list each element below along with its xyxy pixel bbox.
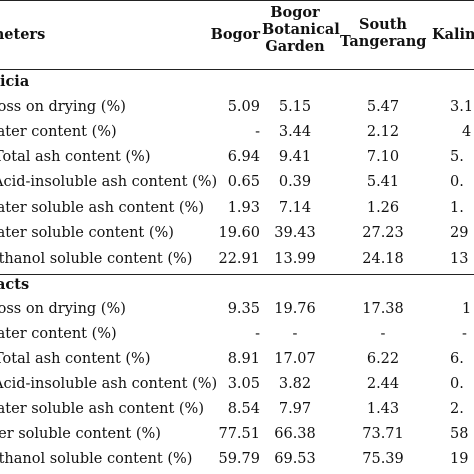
section-title-simplicia: Simplicia: [0, 73, 30, 90]
cell-bogor: 5.09: [227, 99, 260, 115]
table-row: Acid-insoluble ash content (%) 3.05 3.82…: [0, 376, 474, 400]
cell-bogor-botanical-garden: 9.41: [278, 149, 312, 165]
cell-south-tangerang: 5.41: [366, 174, 400, 190]
cell-south-tangerang: 5.47: [366, 99, 400, 115]
cell-bogor: 0.65: [227, 174, 260, 190]
cell-kalimantan: 29: [450, 225, 469, 241]
cell-bogor-botanical-garden: 5.15: [278, 99, 312, 115]
cell-kalimantan: 13: [450, 251, 469, 267]
cell-bogor: 3.05: [227, 376, 260, 392]
row-label: Ethanol soluble content (%): [0, 451, 193, 467]
section-divider-rule: [0, 274, 474, 275]
row-label: Acid-insoluble ash content (%): [0, 174, 218, 190]
table-row: Loss on drying (%) 9.35 19.76 17.38 1: [0, 301, 474, 325]
section-title-extracts: Extracts: [0, 276, 30, 293]
cell-bogor-botanical-garden: 3.44: [278, 124, 312, 140]
row-label: Loss on drying (%): [0, 99, 126, 115]
cell-kalimantan: -: [462, 326, 467, 342]
header-south-tangerang: South Tangerang: [340, 16, 427, 50]
row-label: Water soluble ash content (%): [0, 401, 204, 417]
header-bottom-rule: [0, 69, 474, 70]
cell-kalimantan: 1: [462, 301, 472, 317]
cell-kalimantan: 19: [450, 451, 469, 467]
table-row: Water soluble ash content (%) 1.93 7.14 …: [0, 200, 474, 224]
cell-kalimantan: 6.: [450, 351, 464, 367]
cell-bogor: 77.51: [218, 426, 260, 442]
cell-south-tangerang: 2.12: [366, 124, 400, 140]
row-label: Ethanol soluble content (%): [0, 251, 193, 267]
cell-kalimantan: 1.: [450, 200, 464, 216]
table-row: Water soluble content (%) 77.51 66.38 73…: [0, 426, 474, 450]
cell-south-tangerang: 75.39: [362, 451, 404, 467]
cell-south-tangerang: 2.44: [366, 376, 400, 392]
cell-bogor-botanical-garden: 69.53: [274, 451, 316, 467]
cell-south-tangerang: 1.43: [366, 401, 400, 417]
header-parameters: Parameters: [0, 26, 46, 43]
cell-south-tangerang: 1.26: [366, 200, 400, 216]
table-row: Water content (%) - - - -: [0, 326, 474, 350]
table-row: Water soluble ash content (%) 8.54 7.97 …: [0, 401, 474, 425]
table-row: Water soluble content (%) 19.60 39.43 27…: [0, 225, 474, 249]
row-label: Water soluble content (%): [0, 426, 161, 442]
cell-south-tangerang: 17.38: [362, 301, 404, 317]
cell-bogor-botanical-garden: 7.97: [278, 401, 312, 417]
row-label: Water content (%): [0, 326, 117, 342]
cell-south-tangerang: 24.18: [362, 251, 404, 267]
cell-bogor-botanical-garden: 39.43: [274, 225, 316, 241]
row-label: Water content (%): [0, 124, 117, 140]
cell-bogor: 8.91: [227, 351, 260, 367]
cell-bogor: 8.54: [227, 401, 260, 417]
table-row: Water content (%) - 3.44 2.12 4: [0, 124, 474, 148]
cell-kalimantan: 0.: [450, 174, 464, 190]
table-top-rule: [0, 0, 474, 1]
row-label: Loss on drying (%): [0, 301, 126, 317]
cell-bogor-botanical-garden: 17.07: [274, 351, 316, 367]
cell-bogor: 6.94: [227, 149, 260, 165]
cell-kalimantan: 0.: [450, 376, 464, 392]
cell-kalimantan: 58: [450, 426, 469, 442]
row-label: Total ash content (%): [0, 149, 151, 165]
cell-bogor: -: [255, 124, 260, 140]
cell-bogor: 19.60: [218, 225, 260, 241]
table-row: Total ash content (%) 8.91 17.07 6.22 6.: [0, 351, 474, 375]
cell-kalimantan: 5.: [450, 149, 464, 165]
row-label: Water soluble content (%): [0, 225, 174, 241]
cell-kalimantan: 4: [462, 124, 472, 140]
cell-bogor-botanical-garden: 0.39: [278, 174, 312, 190]
table-row: Total ash content (%) 6.94 9.41 7.10 5.: [0, 149, 474, 173]
cell-kalimantan: 2.: [450, 401, 464, 417]
cell-bogor: -: [255, 326, 260, 342]
cell-south-tangerang: 27.23: [362, 225, 404, 241]
cell-south-tangerang: 6.22: [366, 351, 400, 367]
cell-south-tangerang: 73.71: [362, 426, 404, 442]
cell-bogor-botanical-garden: 3.82: [278, 376, 312, 392]
header-bogor-botanical-garden: Bogor Botanical Garden: [262, 4, 340, 55]
cell-bogor: 9.35: [227, 301, 260, 317]
cell-kalimantan: 3.1: [450, 99, 474, 115]
cell-bogor-botanical-garden: -: [292, 326, 298, 342]
cell-bogor-botanical-garden: 19.76: [274, 301, 316, 317]
cell-bogor: 22.91: [218, 251, 260, 267]
cell-bogor: 59.79: [218, 451, 260, 467]
cell-south-tangerang: -: [380, 326, 386, 342]
table-row: Acid-insoluble ash content (%) 0.65 0.39…: [0, 174, 474, 198]
cell-bogor-botanical-garden: 66.38: [274, 426, 316, 442]
cell-south-tangerang: 7.10: [366, 149, 400, 165]
cell-bogor-botanical-garden: 7.14: [278, 200, 312, 216]
row-label: Water soluble ash content (%): [0, 200, 204, 216]
cell-bogor: 1.93: [227, 200, 260, 216]
header-kalimantan: Kalimantan: [432, 26, 474, 43]
table-row: Ethanol soluble content (%) 22.91 13.99 …: [0, 251, 474, 275]
table-row: Ethanol soluble content (%) 59.79 69.53 …: [0, 451, 474, 474]
row-label: Total ash content (%): [0, 351, 151, 367]
table-row: Loss on drying (%) 5.09 5.15 5.47 3.1: [0, 99, 474, 123]
cell-bogor-botanical-garden: 13.99: [274, 251, 316, 267]
header-bogor: Bogor: [210, 26, 260, 43]
row-label: Acid-insoluble ash content (%): [0, 376, 218, 392]
